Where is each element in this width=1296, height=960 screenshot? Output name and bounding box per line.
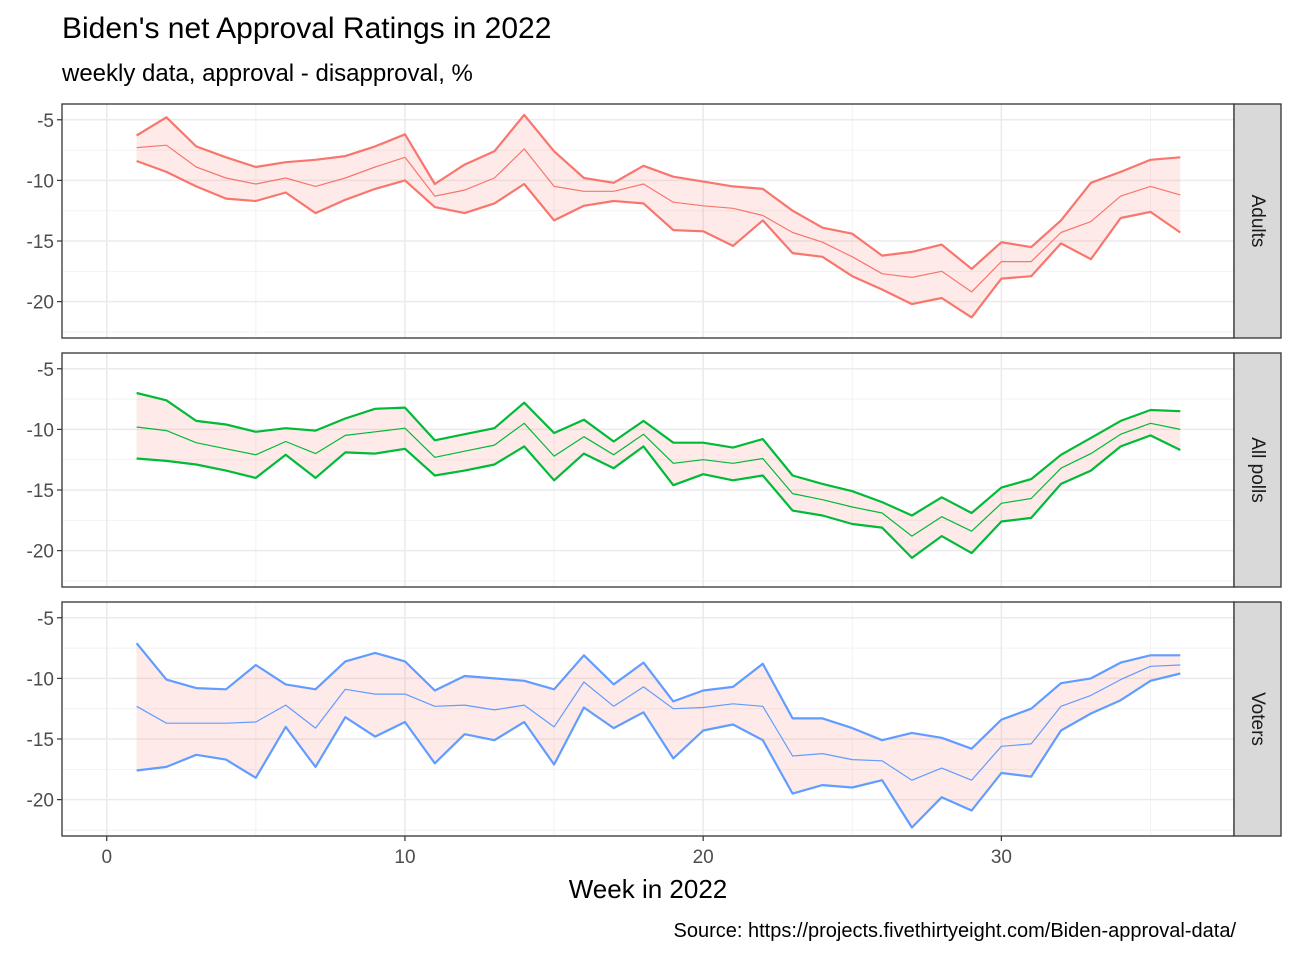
y-tick-label: -5 xyxy=(37,111,54,132)
lower-bound-line xyxy=(136,434,1181,560)
y-tick-label: -5 xyxy=(37,360,54,381)
upper-bound-line xyxy=(136,391,1181,517)
net-approval-line xyxy=(136,144,1181,293)
lower-bound-line xyxy=(136,159,1181,319)
upper-bound-line xyxy=(135,642,1181,750)
facet-strip-label: Adults xyxy=(1247,195,1268,248)
panel-all-polls: -5 -10 -15 -20 All polls xyxy=(27,352,1282,588)
confidence-ribbon xyxy=(136,393,1181,558)
net-approval-line xyxy=(136,664,1181,781)
x-tick-label: 0 xyxy=(101,847,112,868)
y-tick-label: -10 xyxy=(27,420,54,441)
x-tick-label: 30 xyxy=(991,847,1012,868)
facet-strip-label: Voters xyxy=(1247,692,1268,746)
y-tick-label: -15 xyxy=(27,232,54,253)
chart-caption: Source: https://projects.fivethirtyeight… xyxy=(673,920,1237,942)
lower-bound-line xyxy=(136,672,1181,829)
net-approval-line xyxy=(136,422,1181,537)
panel-background xyxy=(62,353,1234,587)
facet-strip xyxy=(1233,352,1282,588)
chart-title: Biden's net Approval Ratings in 2022 xyxy=(62,12,552,45)
x-axis-title: Week in 2022 xyxy=(569,874,728,904)
y-tick-label: -20 xyxy=(27,293,54,314)
panel-voters: -5 -10 -15 -20 Voters xyxy=(27,601,1282,837)
panel-background xyxy=(62,104,1234,338)
y-tick-label: -20 xyxy=(27,791,54,812)
x-axis: 0 10 20 30 xyxy=(101,836,1012,868)
facet-strip xyxy=(1233,601,1282,837)
upper-bound-line xyxy=(136,113,1181,270)
chart-subtitle: weekly data, approval - disapproval, % xyxy=(62,60,473,87)
y-tick-label: -10 xyxy=(27,669,54,690)
y-tick-label: -5 xyxy=(37,609,54,630)
y-tick-label: -10 xyxy=(27,171,54,192)
y-tick-label: -15 xyxy=(27,730,54,751)
x-tick-label: 20 xyxy=(693,847,714,868)
x-tick-label: 10 xyxy=(394,847,415,868)
panel-adults: -5 -10 -15 -20 Adults xyxy=(27,103,1282,339)
facet-strip xyxy=(1233,103,1282,339)
y-tick-label: -20 xyxy=(27,542,54,563)
facet-strip-label: All polls xyxy=(1247,437,1268,502)
y-tick-label: -15 xyxy=(27,481,54,502)
